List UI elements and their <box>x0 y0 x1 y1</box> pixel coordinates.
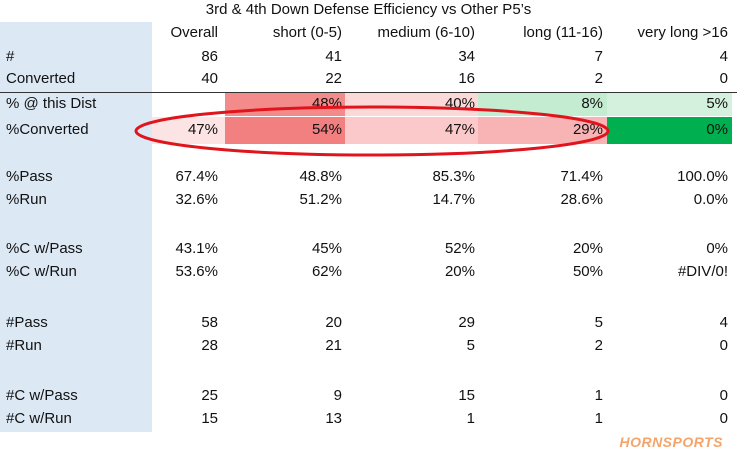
cell-fill <box>607 117 732 144</box>
cell: 53.6% <box>175 263 218 280</box>
cell: 32.6% <box>175 191 218 208</box>
cell: 1 <box>466 410 475 427</box>
cell: 4 <box>719 314 728 331</box>
row-label: %Pass <box>6 168 53 185</box>
cell: 47% <box>444 121 475 138</box>
row-label: Converted <box>6 70 76 87</box>
separator <box>0 92 737 93</box>
cell: 2 <box>594 337 603 354</box>
cell: 5 <box>466 337 475 354</box>
cell: 43.1% <box>175 240 218 257</box>
cell: 1 <box>594 387 603 404</box>
cell: 2 <box>594 70 603 87</box>
column-header: short (0-5) <box>272 24 342 41</box>
cell-fill <box>345 117 478 144</box>
column-header: Overall <box>170 24 218 41</box>
cell: 20 <box>325 314 342 331</box>
cell: 14.7% <box>432 191 475 208</box>
cell: 40 <box>201 70 218 87</box>
cell: 54% <box>311 121 342 138</box>
cell-fill <box>607 93 732 116</box>
cell: 16 <box>458 70 475 87</box>
cell: 0% <box>706 240 728 257</box>
cell: 25 <box>201 387 218 404</box>
row-label: % @ this Dist <box>6 95 97 112</box>
cell: 15 <box>201 410 218 427</box>
row-label: %Run <box>6 191 47 208</box>
row-label: #C w/Pass <box>6 387 78 404</box>
row-label: # <box>6 48 15 65</box>
column-header: very long >16 <box>637 24 728 41</box>
row-label: #Pass <box>6 314 48 331</box>
row-label: #Run <box>6 337 42 354</box>
cell: 22 <box>325 70 342 87</box>
cell: 48.8% <box>299 168 342 185</box>
cell: 50% <box>572 263 603 280</box>
cell: 58 <box>201 314 218 331</box>
cell: 29 <box>458 314 475 331</box>
cell: 0 <box>719 337 728 354</box>
cell: 0% <box>706 121 728 138</box>
row-label: %C w/Pass <box>6 240 83 257</box>
cell: 29% <box>572 121 603 138</box>
cell: 4 <box>719 48 728 65</box>
cell: 28 <box>201 337 218 354</box>
cell: 9 <box>333 387 342 404</box>
cell: 52% <box>444 240 475 257</box>
row-label: %C w/Run <box>6 263 77 280</box>
watermark: HORNSPORTS <box>619 434 723 450</box>
cell: 0 <box>719 70 728 87</box>
cell: 28.6% <box>560 191 603 208</box>
cell: 0.0% <box>693 191 728 208</box>
cell: 47% <box>187 121 218 138</box>
label-column-bg <box>0 22 152 432</box>
cell: 5 <box>594 314 603 331</box>
cell: 13 <box>325 410 342 427</box>
cell: 7 <box>594 48 603 65</box>
cell: 20% <box>444 263 475 280</box>
cell-fill <box>345 93 478 116</box>
cell-fill <box>152 117 225 144</box>
title: 3rd & 4th Down Defense Efficiency vs Oth… <box>205 1 532 18</box>
cell: 41 <box>325 48 342 65</box>
cell-fill <box>225 117 345 144</box>
cell: 0 <box>719 387 728 404</box>
column-header: medium (6-10) <box>377 24 475 41</box>
highlight-ellipse <box>134 105 610 157</box>
cell: 21 <box>325 337 342 354</box>
cell: 34 <box>458 48 475 65</box>
cell: 67.4% <box>175 168 218 185</box>
cell: 20% <box>572 240 603 257</box>
cell: 51.2% <box>299 191 342 208</box>
cell: 100.0% <box>677 168 728 185</box>
column-header: long (11-16) <box>523 24 603 41</box>
cell: 5% <box>706 95 728 112</box>
cell: 0 <box>719 410 728 427</box>
cell: 85.3% <box>432 168 475 185</box>
cell: 62% <box>311 263 342 280</box>
cell: 15 <box>458 387 475 404</box>
row-label: %Converted <box>6 121 89 138</box>
cell: 71.4% <box>560 168 603 185</box>
cell: #DIV/0! <box>677 263 728 280</box>
row-label: #C w/Run <box>6 410 72 427</box>
cell: 86 <box>201 48 218 65</box>
cell: 1 <box>594 410 603 427</box>
cell: 45% <box>311 240 342 257</box>
cell: 8% <box>581 95 603 112</box>
